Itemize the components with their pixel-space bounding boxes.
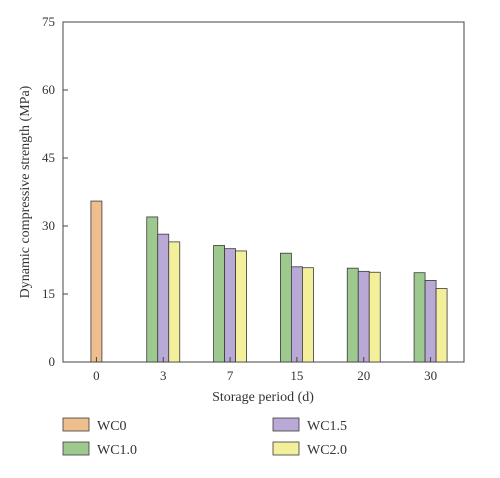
bars-group [90,200,448,363]
legend-label-wc1-5: WC1.5 [307,419,347,434]
bar-wc1-0-20 [346,267,359,363]
legend-label-wc0: WC0 [97,419,127,434]
y-axis-title: Dynamic compressive strength (MPa) [18,85,33,298]
bar-wc1-5-20 [357,270,370,363]
x-tick-label: 20 [357,368,370,383]
y-tick-label: 75 [42,14,55,29]
legend-label-wc1-0: WC1.0 [97,443,137,458]
legend-swatch-wc1-5 [272,417,300,432]
legend: WC0 WC1.5 WC1.0 WC2.0 [62,417,347,458]
bar-wc2-0-7 [235,250,247,363]
bar-wc1-5-15 [291,266,303,363]
y-tick-label: 15 [42,286,55,301]
x-tick-label: 15 [290,368,303,383]
bar-wc1-5-30 [424,279,437,363]
bar-wc1-5-3 [157,233,170,363]
y-tick-label: 60 [42,82,55,97]
plot-frame [62,21,465,363]
x-tick-label: 7 [227,368,234,383]
y-axis: 0 15 30 45 60 75 [42,14,68,369]
legend-label-wc2-0: WC2.0 [307,443,347,458]
bar-wc1-0-7 [213,245,225,363]
bar-wc2-0-3 [168,241,181,363]
plot-area [62,21,465,363]
legend-swatch-wc1-0 [62,441,90,456]
x-tick-label: 30 [424,368,437,383]
bar-wc1-5-7 [224,248,236,363]
bar-wc1-0-15 [280,252,292,363]
legend-swatch-wc0 [62,417,90,432]
bar-wc2-0-30 [435,288,448,363]
x-axis: 0 3 7 15 20 30 [93,357,437,383]
x-tick-label: 3 [160,368,167,383]
y-tick-label: 30 [42,218,55,233]
bar-wc1-0-3 [146,216,159,363]
bar-wc1-0-30 [413,272,426,363]
x-axis-title: Storage period (d) [212,390,314,405]
y-tick-label: 45 [42,150,55,165]
x-tick-label: 0 [93,368,100,383]
y-tick-label: 0 [49,354,56,369]
bar-wc2-0-20 [368,271,381,363]
bar-wc0-0 [90,200,103,363]
legend-swatch-wc2-0 [272,441,300,456]
bar-wc2-0-15 [302,267,314,363]
